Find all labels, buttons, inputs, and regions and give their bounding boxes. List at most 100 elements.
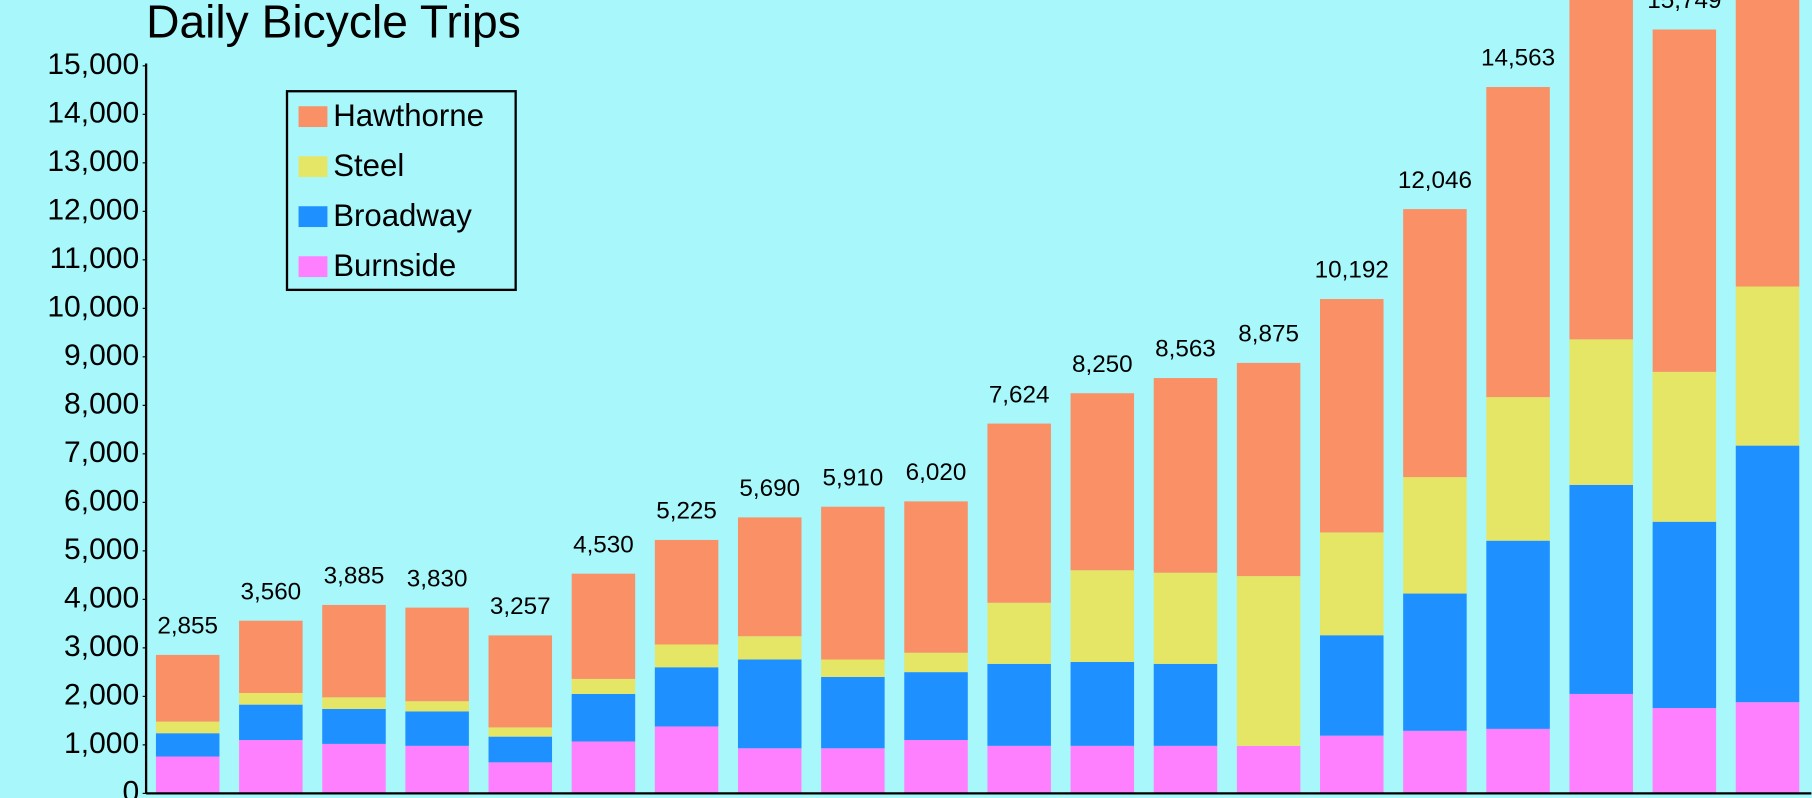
bar-segment bbox=[1735, 0, 1800, 287]
bar-segment bbox=[571, 678, 636, 694]
chart-title: Daily Bicycle Trips bbox=[146, 0, 521, 48]
total-label: 3,257 bbox=[490, 593, 551, 620]
bar-segment bbox=[1236, 576, 1301, 746]
bar-segment bbox=[737, 659, 802, 749]
bar-segment bbox=[1652, 29, 1717, 372]
bar-segment bbox=[1403, 477, 1467, 594]
bar-segment bbox=[1652, 521, 1717, 709]
bar-segment bbox=[821, 748, 885, 794]
bar-segment bbox=[1236, 745, 1301, 794]
bar-segment bbox=[987, 663, 1051, 746]
bar-segment bbox=[654, 667, 719, 727]
y-tick-label: 10,000 bbox=[47, 290, 139, 323]
bar-segment bbox=[1070, 661, 1135, 746]
bar-segment bbox=[239, 692, 303, 705]
total-label: 8,563 bbox=[1155, 336, 1216, 363]
bar-segment bbox=[1153, 745, 1218, 794]
bar-segment bbox=[821, 659, 885, 677]
bar-segment bbox=[488, 727, 553, 737]
bar-segment bbox=[904, 501, 968, 653]
bar-segment bbox=[405, 701, 469, 712]
bar-segment bbox=[1153, 572, 1218, 664]
bar-segment bbox=[571, 693, 636, 742]
y-tick-label: 5,000 bbox=[64, 533, 139, 566]
bar-segment bbox=[155, 756, 220, 794]
bar-segment bbox=[1735, 286, 1800, 446]
y-tick-label: 1,000 bbox=[64, 727, 139, 760]
bar-segment bbox=[571, 741, 636, 794]
y-tick-label: 15,000 bbox=[47, 48, 139, 81]
y-tick-label: 12,000 bbox=[47, 193, 139, 226]
total-label: 2,855 bbox=[157, 613, 218, 640]
bar-segment bbox=[405, 607, 469, 702]
bar-segment bbox=[488, 736, 553, 763]
bar-segment bbox=[654, 539, 719, 645]
bar-segment bbox=[1486, 87, 1550, 398]
bar-segment bbox=[1652, 371, 1717, 522]
bar-segment bbox=[737, 748, 802, 794]
bar-segment bbox=[1320, 735, 1384, 794]
legend-label: Burnside bbox=[333, 248, 456, 283]
y-tick-label: 4,000 bbox=[64, 581, 139, 614]
bar-segment bbox=[904, 740, 968, 794]
bar-segment bbox=[1236, 362, 1301, 577]
bar-segment bbox=[1569, 0, 1633, 340]
bar-segment bbox=[1070, 745, 1135, 794]
legend-label: Broadway bbox=[333, 198, 472, 233]
bar-segment bbox=[737, 636, 802, 660]
bar-segment bbox=[239, 620, 303, 693]
y-tick-label: 13,000 bbox=[47, 145, 139, 178]
bar-segment bbox=[322, 697, 386, 709]
legend-swatch bbox=[298, 156, 328, 178]
total-label: 14,563 bbox=[1481, 45, 1555, 72]
bar-segment bbox=[904, 672, 968, 741]
bar-segment bbox=[1153, 663, 1218, 746]
bar-segment bbox=[1569, 484, 1633, 694]
y-tick-label: 7,000 bbox=[64, 436, 139, 469]
bar-segment bbox=[1403, 593, 1467, 731]
total-label: 15,749 bbox=[1647, 0, 1721, 14]
total-label: 3,560 bbox=[240, 578, 301, 605]
bar-segment bbox=[654, 726, 719, 794]
bar-segment bbox=[1569, 339, 1633, 485]
total-label: 5,910 bbox=[823, 464, 884, 491]
bar-segment bbox=[1486, 540, 1550, 729]
legend-label: Hawthorne bbox=[333, 98, 484, 133]
bar-segment bbox=[1486, 728, 1550, 794]
total-label: 12,046 bbox=[1398, 167, 1472, 194]
bar-segment bbox=[405, 745, 469, 794]
legend-label: Steel bbox=[333, 148, 404, 183]
bar-segment bbox=[1153, 378, 1218, 573]
bar-segment bbox=[1735, 702, 1800, 794]
total-label: 3,885 bbox=[324, 563, 385, 590]
total-label: 7,624 bbox=[989, 381, 1050, 408]
bar-segment bbox=[405, 711, 469, 746]
bar-segment bbox=[1735, 445, 1800, 703]
y-tick-label: 6,000 bbox=[64, 484, 139, 517]
legend-swatch bbox=[298, 206, 328, 228]
bar-segment bbox=[488, 635, 553, 728]
total-label: 3,830 bbox=[407, 565, 468, 592]
bar-segment bbox=[1486, 397, 1550, 541]
bar-segment bbox=[987, 602, 1051, 664]
bar-segment bbox=[155, 733, 220, 757]
total-label: 5,225 bbox=[656, 498, 717, 525]
bar-segment bbox=[1070, 570, 1135, 662]
bar-segment bbox=[904, 652, 968, 673]
bar-segment bbox=[322, 604, 386, 698]
legend-swatch bbox=[298, 106, 328, 128]
bar-segment bbox=[654, 644, 719, 668]
total-label: 8,875 bbox=[1238, 321, 1299, 348]
bar-segment bbox=[1403, 209, 1467, 478]
bar-segment bbox=[1569, 693, 1633, 794]
bars bbox=[155, 0, 1800, 794]
y-tick-label: 3,000 bbox=[64, 630, 139, 663]
bar-segment bbox=[821, 506, 885, 660]
bar-segment bbox=[1403, 730, 1467, 794]
bar-segment bbox=[155, 721, 220, 734]
total-label: 8,250 bbox=[1072, 351, 1133, 378]
bar-segment bbox=[1320, 299, 1384, 533]
y-tick-label: 14,000 bbox=[47, 96, 139, 129]
bar-segment bbox=[821, 676, 885, 749]
